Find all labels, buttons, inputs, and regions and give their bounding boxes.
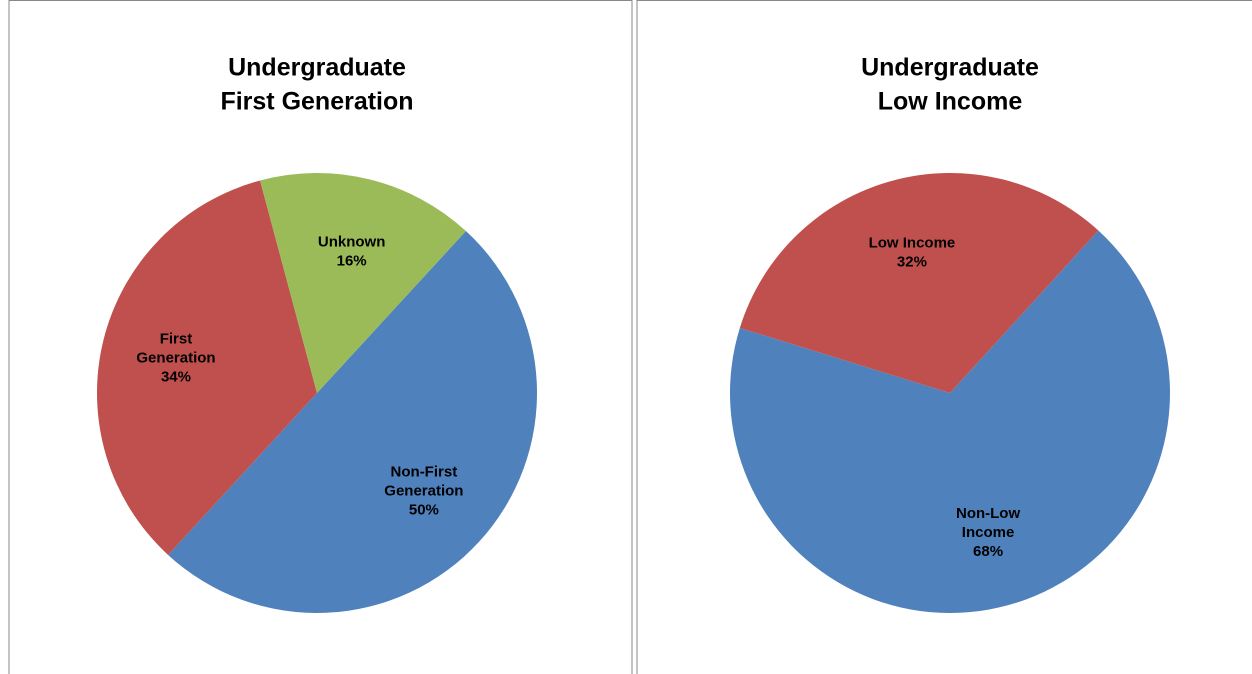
slice-value-label: 68% bbox=[973, 543, 1003, 560]
chart-title: First Generation bbox=[220, 88, 413, 116]
slice-category-label: Low Income bbox=[869, 234, 956, 251]
pie-slice bbox=[260, 173, 466, 393]
chart-title: Undergraduate bbox=[228, 54, 406, 82]
slice-category-label: Non-First Generation bbox=[384, 463, 463, 499]
chart-title: Undergraduate bbox=[861, 54, 1039, 82]
slice-value-label: 50% bbox=[409, 501, 439, 518]
slice-category-label: Unknown bbox=[318, 233, 386, 250]
slice-category-label: Non-Low Income bbox=[956, 505, 1020, 541]
slice-category-label: First Generation bbox=[136, 330, 215, 366]
slice-value-label: 16% bbox=[337, 252, 367, 269]
slice-value-label: 32% bbox=[897, 253, 927, 270]
pie-slice bbox=[730, 230, 1170, 613]
pie-slice bbox=[168, 231, 537, 613]
slice-value-label: 34% bbox=[161, 368, 191, 385]
pie-slice bbox=[739, 172, 1099, 393]
chart-title: Low Income bbox=[878, 88, 1023, 116]
pie-slice bbox=[96, 180, 317, 555]
